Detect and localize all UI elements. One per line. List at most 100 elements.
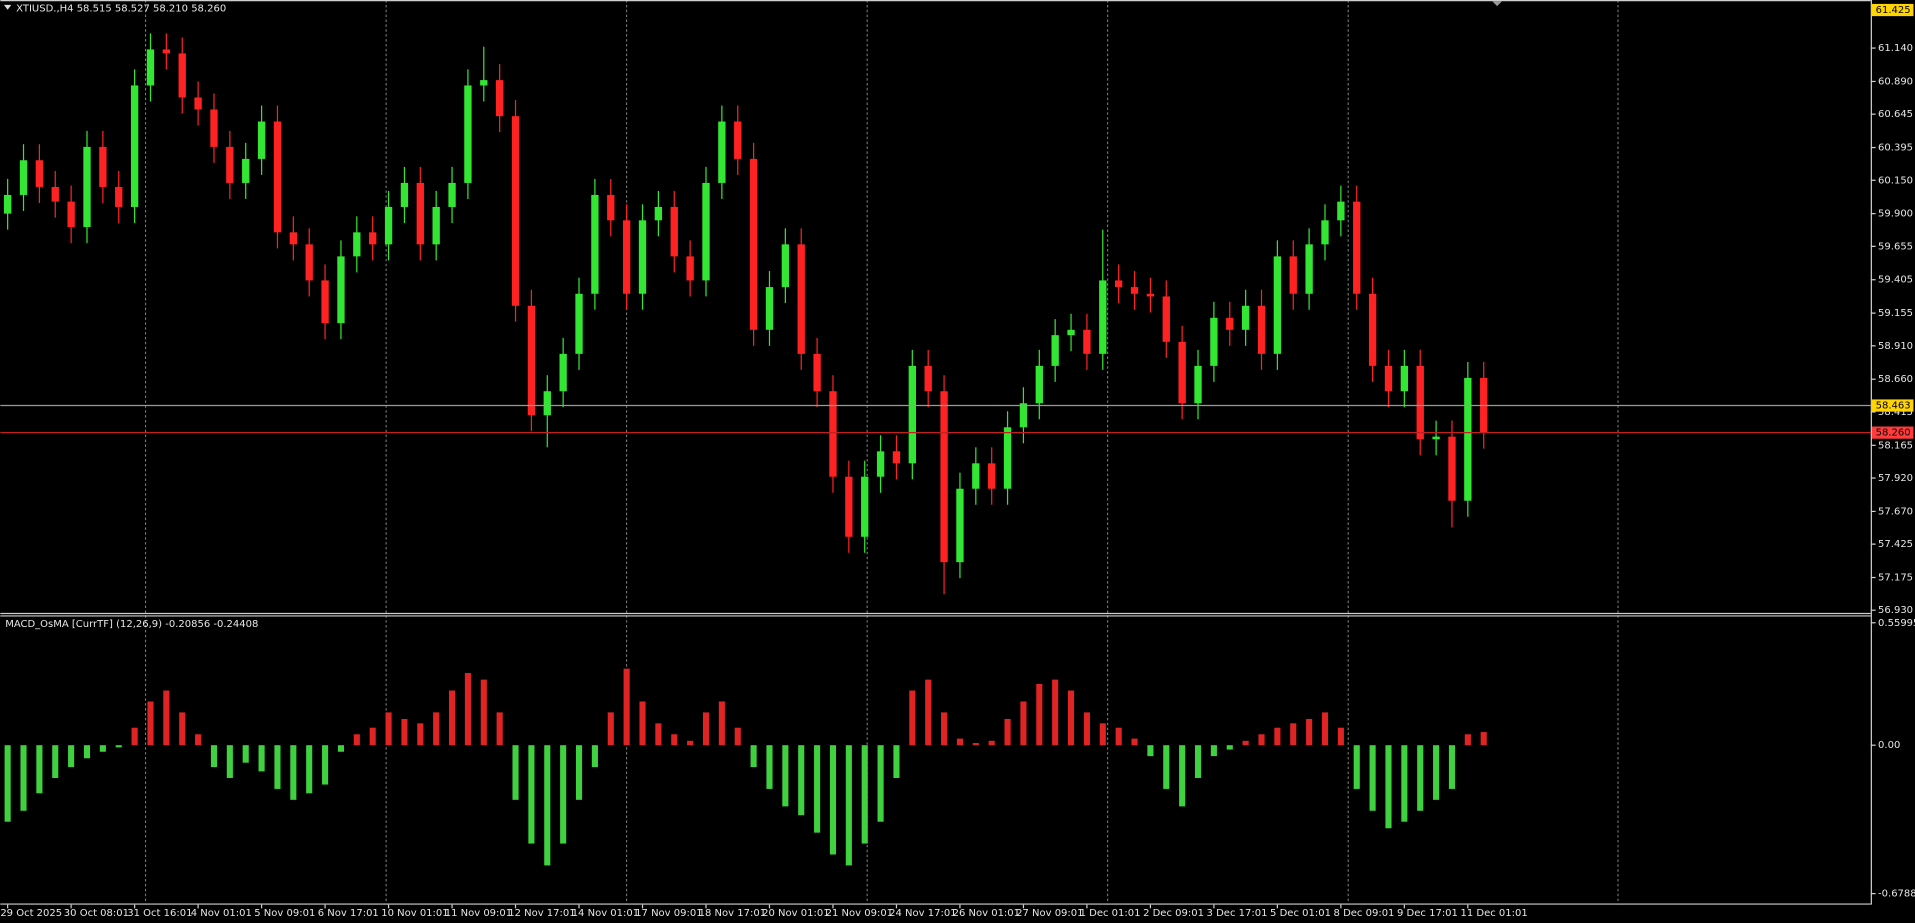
candle-body (35, 160, 44, 187)
candle-body (400, 182, 409, 207)
price-label: 58.463 (1876, 401, 1911, 412)
histogram-bar (1385, 745, 1392, 829)
candle-body (384, 206, 393, 245)
histogram-bar (1417, 745, 1424, 811)
histogram-bar (1099, 723, 1106, 746)
candle-body (813, 353, 821, 392)
candle-body (924, 365, 932, 392)
y-tick-label: 57.670 (1878, 506, 1913, 517)
histogram-bar (20, 745, 27, 811)
candle-body (591, 194, 599, 294)
candle-body (242, 158, 250, 183)
candle-body (1146, 293, 1155, 297)
candle-body (210, 109, 218, 147)
histogram-bar (68, 745, 75, 768)
histogram-bar (1290, 723, 1297, 746)
histogram-bar (734, 727, 741, 746)
histogram-bar (1353, 745, 1360, 789)
candle-body (369, 232, 377, 245)
candle-body (432, 206, 440, 245)
x-tick-label: 8 Dec 09:01 (1334, 908, 1395, 919)
symbol-menu-icon[interactable] (3, 4, 12, 10)
histogram-bar (925, 679, 932, 746)
histogram-bar (36, 745, 43, 794)
candle-body (559, 353, 567, 392)
y-tick-label: 60.395 (1878, 143, 1913, 154)
candle-body (845, 476, 853, 537)
x-tick-label: 24 Nov 17:01 (889, 908, 956, 919)
candle-body (1368, 293, 1377, 366)
histogram-bar (115, 745, 122, 748)
histogram-bar (1067, 690, 1075, 746)
histogram-bar (766, 745, 773, 789)
candle-body (988, 463, 996, 489)
candle-body (908, 365, 916, 464)
histogram-bar (4, 745, 11, 822)
histogram-bar (1242, 740, 1249, 746)
x-tick-label: 14 Nov 01:01 (572, 908, 639, 919)
histogram-bar (1115, 727, 1122, 746)
candle-body (1114, 280, 1123, 288)
candle-body (130, 85, 139, 207)
candle-body (1226, 317, 1234, 330)
histogram-bar (1433, 745, 1440, 800)
x-tick-label: 11 Dec 01:01 (1461, 908, 1528, 919)
histogram-bar (1306, 718, 1313, 746)
histogram-bar (258, 745, 265, 772)
histogram-bar (814, 745, 821, 833)
price-label: 61.425 (1876, 5, 1911, 16)
y-tick-label: 59.405 (1878, 275, 1913, 286)
x-tick-label: 30 Oct 08:01 (64, 908, 129, 919)
candle-body (781, 244, 790, 288)
histogram-bar (591, 745, 598, 768)
histogram-bar (179, 712, 186, 746)
histogram-bar (195, 734, 202, 746)
histogram-bar (1369, 745, 1376, 811)
histogram-bar (718, 701, 725, 746)
plot-area: 61.140 60.890 60.645 60.395 60.150 59.900 59.6… (0, 3, 1915, 919)
histogram-bar (575, 745, 583, 800)
y-tick-label: 59.900 (1878, 209, 1913, 220)
candle-body (51, 186, 59, 202)
candle-body (876, 451, 885, 477)
histogram-bar (147, 701, 154, 746)
candle-body (1035, 365, 1043, 404)
histogram-bar (1179, 745, 1186, 807)
candle-body (337, 256, 345, 324)
histogram-bar (210, 745, 218, 768)
y-tick-label: 58.910 (1878, 341, 1913, 352)
x-tick-label: 21 Nov 09:01 (826, 908, 893, 919)
candle-body (1273, 256, 1282, 354)
y-tick-label: 58.660 (1878, 374, 1913, 385)
candle-body (622, 220, 631, 294)
candle-body (861, 476, 869, 537)
candle-body (607, 194, 615, 221)
histogram-bar (1020, 701, 1027, 746)
histogram-bar (512, 745, 519, 800)
x-tick-label: 12 Nov 17:01 (508, 908, 575, 919)
candle-body (496, 80, 504, 117)
candle-body (162, 49, 171, 54)
candle-body (416, 182, 424, 245)
candle-body (115, 186, 123, 207)
candle-body (1083, 329, 1091, 354)
histogram-bar (1131, 738, 1138, 746)
candle-body (226, 146, 234, 183)
candle-body (305, 244, 313, 281)
candle-body (289, 232, 297, 245)
candle-body (1337, 201, 1345, 221)
candle-body (448, 182, 456, 207)
candle-body (1003, 427, 1012, 489)
indicator-title: MACD_OsMA [CurrTF] (12,26,9) -0.20856 -0… (5, 619, 258, 630)
histogram-bar (941, 712, 948, 746)
y-tick-label: 0.55995 (1878, 618, 1915, 629)
histogram-bar (353, 734, 360, 746)
histogram-bar (798, 745, 805, 816)
histogram-bar (99, 745, 106, 752)
histogram-bar (417, 723, 424, 746)
candle-body (19, 160, 28, 195)
candle-body (146, 49, 155, 86)
histogram-bar (829, 745, 837, 855)
candle-body (972, 463, 980, 489)
histogram-bar (1464, 734, 1471, 746)
